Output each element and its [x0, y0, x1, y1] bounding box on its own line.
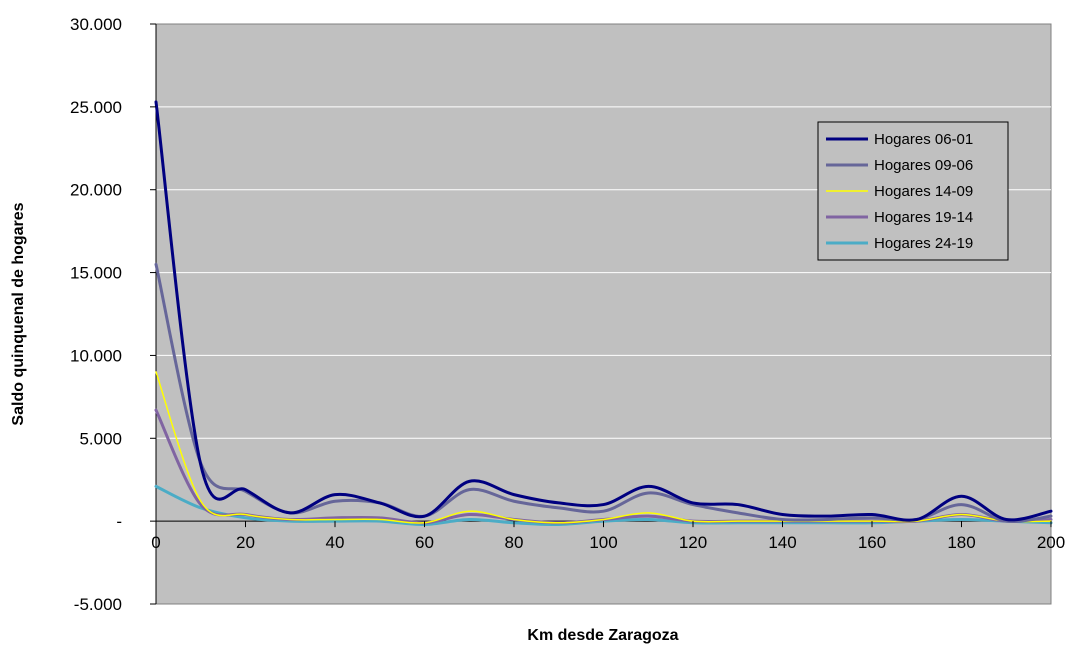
x-tick-label: 160 — [858, 533, 886, 552]
x-tick-label: 60 — [415, 533, 434, 552]
x-tick-label: 180 — [947, 533, 975, 552]
y-tick-label: - — [116, 512, 122, 531]
legend-label: Hogares 14-09 — [874, 183, 973, 200]
y-axis-title: Saldo quinquenal de hogares — [10, 202, 27, 425]
y-axis-ticks: -5.000-5.00010.00015.00020.00025.00030.0… — [70, 15, 156, 614]
x-tick-label: 140 — [768, 533, 796, 552]
y-tick-label: 25.000 — [70, 98, 122, 117]
y-tick-label: 15.000 — [70, 264, 122, 283]
series-lines — [154, 100, 1053, 526]
x-axis-title: Km desde Zaragoza — [527, 627, 678, 644]
legend-label: Hogares 19-14 — [874, 209, 973, 226]
series-line — [155, 371, 1052, 524]
y-tick-label: 30.000 — [70, 15, 122, 34]
y-tick-label: 10.000 — [70, 346, 122, 365]
legend: Hogares 06-01 Hogares 09-06 Hogares 14-09 H… — [817, 121, 1009, 261]
x-tick-label: 200 — [1037, 533, 1065, 552]
y-tick-label: 20.000 — [70, 181, 122, 200]
x-tick-label: 120 — [679, 533, 707, 552]
y-tick-label: -5.000 — [74, 595, 122, 614]
x-tick-label: 20 — [236, 533, 255, 552]
x-tick-label: 0 — [151, 533, 160, 552]
plot-area — [155, 23, 1052, 605]
x-tick-label: 40 — [326, 533, 345, 552]
legend-label: Hogares 09-06 — [874, 157, 973, 174]
legend-label: Hogares 24-19 — [874, 235, 973, 252]
y-tick-label: 5.000 — [79, 429, 122, 448]
x-tick-label: 80 — [505, 533, 524, 552]
legend-label: Hogares 06-01 — [874, 131, 973, 148]
x-tick-label: 100 — [589, 533, 617, 552]
x-axis-ticks: 0 20 40 60 80 100 120 140 160 180 200 — [151, 521, 1065, 552]
series-line — [154, 100, 1053, 522]
